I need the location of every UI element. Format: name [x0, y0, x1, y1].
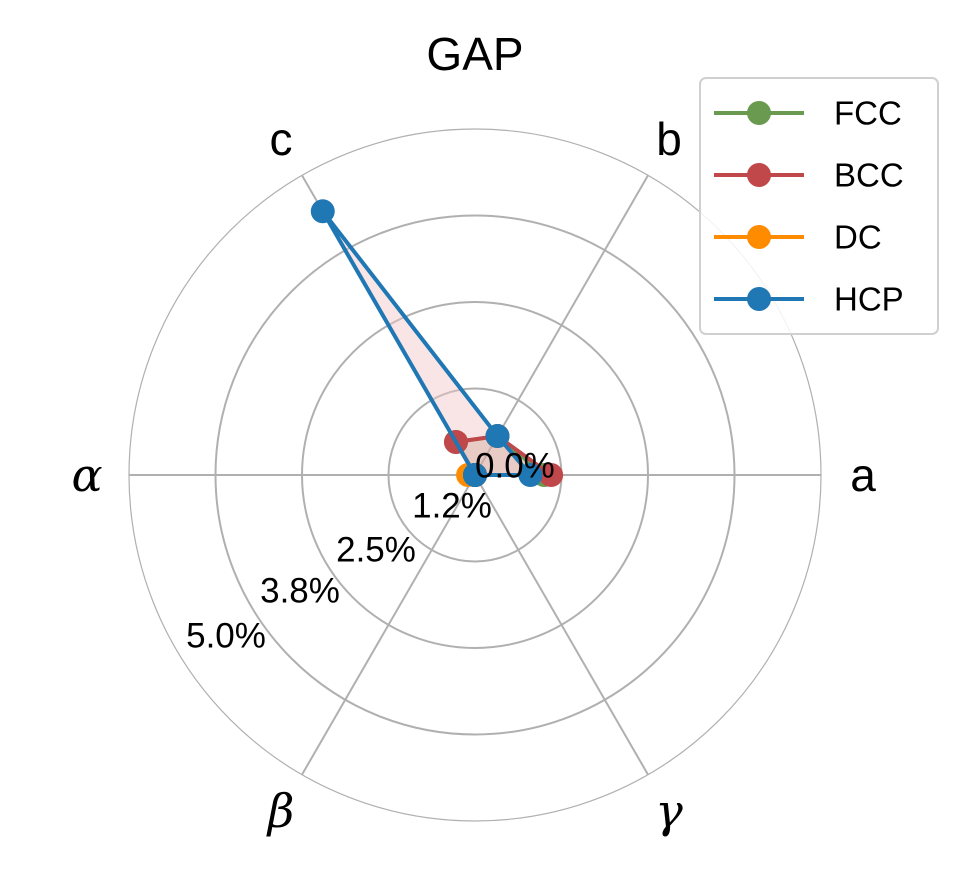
grid-spoke — [474, 174, 649, 476]
legend-marker — [747, 163, 771, 187]
data-point — [518, 463, 543, 487]
legend-marker — [747, 287, 771, 311]
data-point — [539, 463, 564, 487]
data-point — [310, 199, 335, 224]
axis-label: α — [71, 448, 102, 502]
radial-tick-label: 3.8% — [260, 571, 340, 610]
legend: FCC BCC DC HCP — [699, 77, 939, 335]
axis-labels: a b c α β γ — [71, 113, 876, 838]
radial-tick-label: 1.2% — [412, 486, 492, 525]
legend-frame — [699, 77, 939, 335]
data-point — [463, 463, 487, 487]
radial-tick-label: 0.0% — [475, 446, 555, 485]
legend-label: BCC — [834, 157, 904, 194]
grid-spoke — [301, 474, 476, 776]
axis-label: β — [266, 784, 295, 838]
legend-label: DC — [834, 219, 882, 256]
radial-tick-labels: 0.0%1.2% 2.5%3.8% 5.0% — [186, 446, 555, 655]
legend-label: FCC — [834, 95, 902, 132]
legend-label: HCP — [834, 281, 904, 318]
radial-tick-label: 2.5% — [336, 530, 416, 569]
axis-label: γ — [655, 784, 683, 838]
axis-label: b — [656, 113, 682, 165]
legend-marker — [747, 225, 771, 249]
data-point — [485, 424, 510, 449]
axis-label: a — [850, 449, 876, 501]
series-lines — [310, 199, 564, 487]
series-fills — [322, 211, 552, 475]
axis-label: c — [270, 113, 293, 165]
grid-spoke — [474, 474, 649, 776]
legend-marker — [747, 101, 771, 125]
radial-tick-label: 5.0% — [186, 616, 266, 655]
chart-title: GAP — [426, 28, 523, 80]
